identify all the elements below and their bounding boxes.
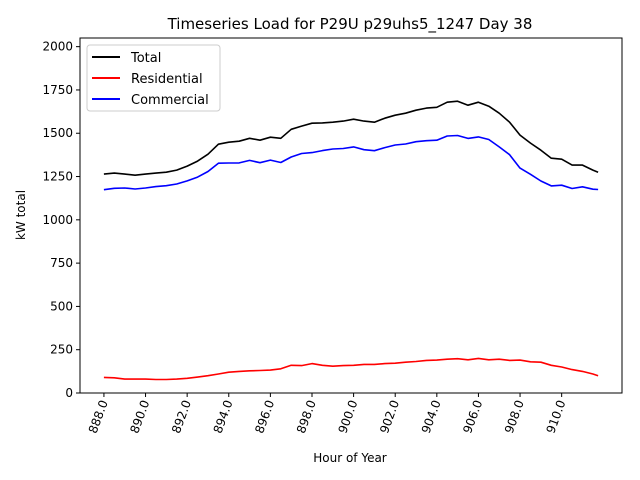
series-line-residential bbox=[103, 357, 599, 381]
y-axis-label: kW total bbox=[14, 190, 28, 240]
x-tick-label: 910.0 bbox=[544, 398, 569, 435]
x-axis-label: Hour of Year bbox=[313, 451, 387, 465]
x-tick-label: 898.0 bbox=[294, 398, 319, 435]
legend-label-total: Total bbox=[130, 51, 161, 66]
x-tick-label: 902.0 bbox=[377, 398, 402, 435]
y-tick-label: 250 bbox=[50, 343, 73, 357]
series-line-commercial bbox=[103, 134, 599, 191]
x-tick-label: 894.0 bbox=[211, 398, 236, 435]
x-tick-label: 900.0 bbox=[336, 398, 361, 435]
y-tick-label: 1000 bbox=[42, 213, 73, 227]
legend-box bbox=[86, 44, 221, 112]
x-tick-label: 908.0 bbox=[502, 398, 527, 435]
y-tick-label: 500 bbox=[50, 299, 73, 313]
legend-label-commercial: Commercial bbox=[131, 93, 209, 108]
y-tick-label: 1750 bbox=[42, 83, 73, 97]
x-tick-label: 906.0 bbox=[460, 398, 485, 435]
y-tick-label: 0 bbox=[65, 386, 73, 400]
y-tick-label: 1250 bbox=[42, 170, 73, 184]
legend: Total Residential Commercial bbox=[86, 44, 221, 112]
y-tick-label: 750 bbox=[50, 256, 73, 270]
plot-frame bbox=[79, 37, 623, 394]
x-tick-label: 896.0 bbox=[252, 398, 277, 435]
y-tick-label: 1500 bbox=[42, 126, 73, 140]
y-tick-label: 2000 bbox=[42, 40, 73, 54]
legend-label-residential: Residential bbox=[131, 72, 203, 87]
x-tick-label: 892.0 bbox=[169, 398, 194, 435]
x-tick-label: 890.0 bbox=[127, 398, 152, 435]
series-line-total bbox=[103, 100, 599, 176]
chart-title: Timeseries Load for P29U p29uhs5_1247 Da… bbox=[167, 15, 533, 34]
x-tick-label: 888.0 bbox=[86, 398, 111, 435]
x-tick-label: 904.0 bbox=[419, 398, 444, 435]
